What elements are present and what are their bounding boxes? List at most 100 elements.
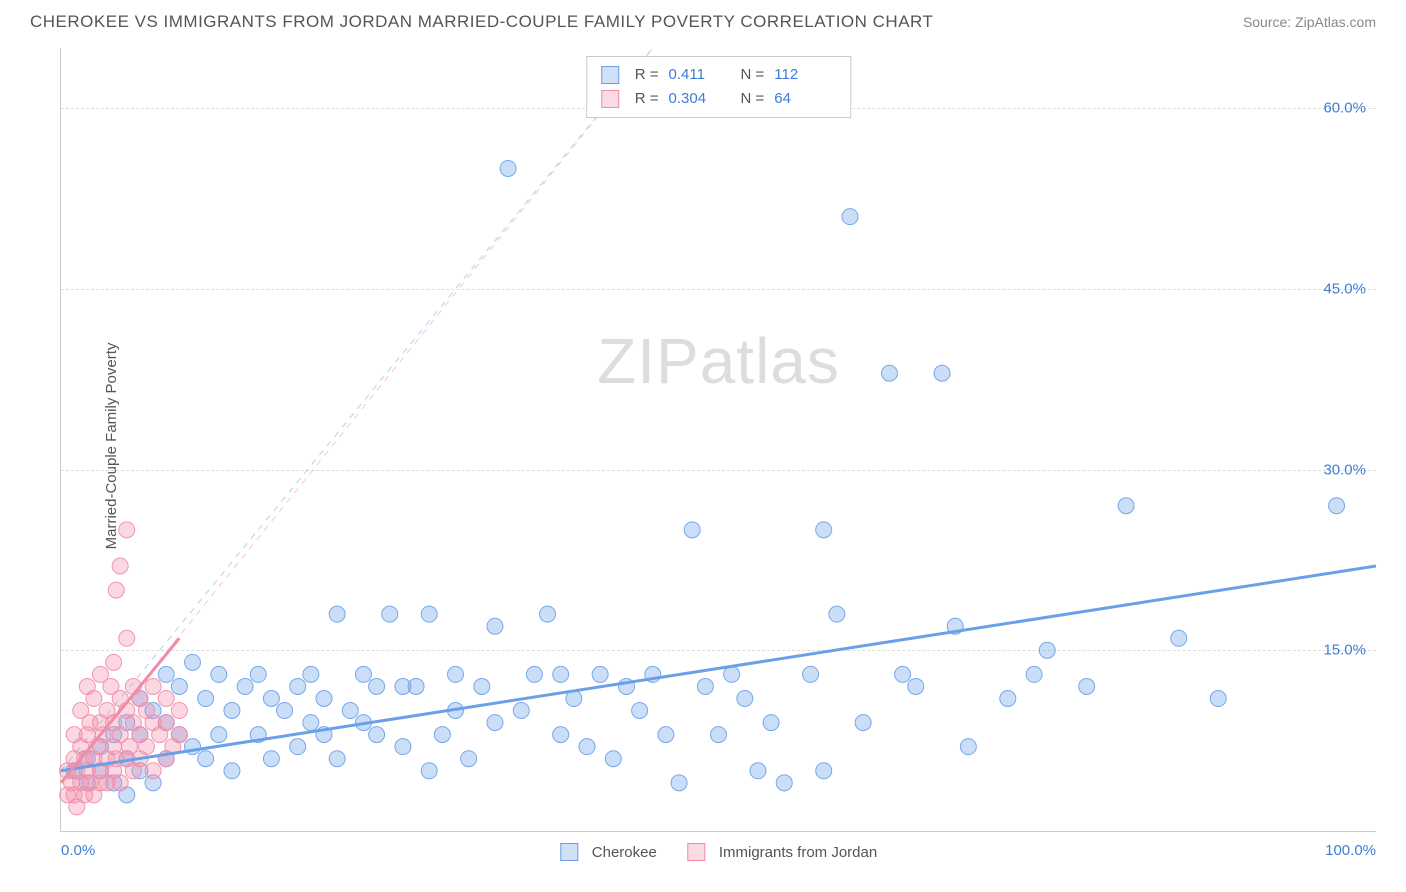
data-point <box>684 522 700 538</box>
data-point <box>171 703 187 719</box>
x-tick-label: 0.0% <box>61 842 95 859</box>
data-point <box>145 678 161 694</box>
stats-row: R = 0.304 N = 64 <box>601 87 837 111</box>
legend-item: Cherokee <box>560 843 657 861</box>
data-point <box>592 666 608 682</box>
data-point <box>86 690 102 706</box>
data-point <box>395 739 411 755</box>
data-point <box>579 739 595 755</box>
data-point <box>106 654 122 670</box>
legend-label: Immigrants from Jordan <box>719 844 877 861</box>
data-point <box>138 739 154 755</box>
stat-n-label: N = <box>741 63 765 87</box>
legend-swatch <box>601 66 619 84</box>
data-point <box>526 666 542 682</box>
data-point <box>908 678 924 694</box>
data-point <box>829 606 845 622</box>
data-point <box>855 715 871 731</box>
data-point <box>803 666 819 682</box>
data-point <box>171 678 187 694</box>
data-point <box>1210 690 1226 706</box>
data-point <box>145 763 161 779</box>
data-point <box>112 558 128 574</box>
data-point <box>119 522 135 538</box>
data-point <box>158 690 174 706</box>
chart-title: CHEROKEE VS IMMIGRANTS FROM JORDAN MARRI… <box>30 12 933 32</box>
series-legend: Cherokee Immigrants from Jordan <box>560 843 877 861</box>
data-point <box>1039 642 1055 658</box>
data-point <box>421 763 437 779</box>
data-point <box>816 522 832 538</box>
stat-n-label: N = <box>741 87 765 111</box>
data-point <box>263 690 279 706</box>
legend-swatch <box>687 843 705 861</box>
stat-n-value: 112 <box>774 63 822 87</box>
chart-plot-area: ZIPatlas 15.0%30.0%45.0%60.0% 0.0%100.0%… <box>60 48 1376 832</box>
data-point <box>108 582 124 598</box>
data-point <box>1026 666 1042 682</box>
data-point <box>842 209 858 225</box>
data-point <box>342 703 358 719</box>
scatter-plot-svg <box>61 48 1376 831</box>
data-point <box>303 666 319 682</box>
data-point <box>500 160 516 176</box>
data-point <box>171 727 187 743</box>
data-point <box>1000 690 1016 706</box>
data-point <box>487 618 503 634</box>
data-point <box>198 751 214 767</box>
data-point <box>434 727 450 743</box>
data-point <box>224 703 240 719</box>
data-point <box>881 365 897 381</box>
data-point <box>382 606 398 622</box>
data-point <box>605 751 621 767</box>
data-point <box>1171 630 1187 646</box>
stat-r-value: 0.304 <box>669 87 717 111</box>
stat-r-label: R = <box>635 87 659 111</box>
legend-swatch <box>601 90 619 108</box>
data-point <box>737 690 753 706</box>
data-point <box>816 763 832 779</box>
data-point <box>763 715 779 731</box>
data-point <box>750 763 766 779</box>
stats-row: R = 0.411N = 112 <box>601 63 837 87</box>
stats-legend-box: R = 0.411 N = 112R = 0.304 N = 64 <box>586 56 852 118</box>
data-point <box>369 727 385 743</box>
data-point <box>1079 678 1095 694</box>
legend-item: Immigrants from Jordan <box>687 843 877 861</box>
data-point <box>355 666 371 682</box>
data-point <box>237 678 253 694</box>
legend-label: Cherokee <box>592 844 657 861</box>
data-point <box>513 703 529 719</box>
data-point <box>119 630 135 646</box>
data-point <box>303 715 319 731</box>
data-point <box>329 751 345 767</box>
x-tick-label: 100.0% <box>1325 842 1376 859</box>
data-point <box>697 678 713 694</box>
data-point <box>1329 498 1345 514</box>
data-point <box>658 727 674 743</box>
data-point <box>290 678 306 694</box>
data-point <box>632 703 648 719</box>
data-point <box>960 739 976 755</box>
data-point <box>329 606 345 622</box>
data-point <box>112 775 128 791</box>
data-point <box>316 690 332 706</box>
data-point <box>421 606 437 622</box>
regression-dashed <box>61 48 653 771</box>
data-point <box>540 606 556 622</box>
data-point <box>224 763 240 779</box>
stat-n-value: 64 <box>774 87 822 111</box>
data-point <box>211 727 227 743</box>
data-point <box>250 666 266 682</box>
data-point <box>895 666 911 682</box>
stat-r-value: 0.411 <box>669 63 717 87</box>
data-point <box>474 678 490 694</box>
data-point <box>408 678 424 694</box>
data-point <box>185 654 201 670</box>
data-point <box>776 775 792 791</box>
data-point <box>263 751 279 767</box>
data-point <box>369 678 385 694</box>
data-point <box>290 739 306 755</box>
data-point <box>277 703 293 719</box>
data-point <box>461 751 477 767</box>
